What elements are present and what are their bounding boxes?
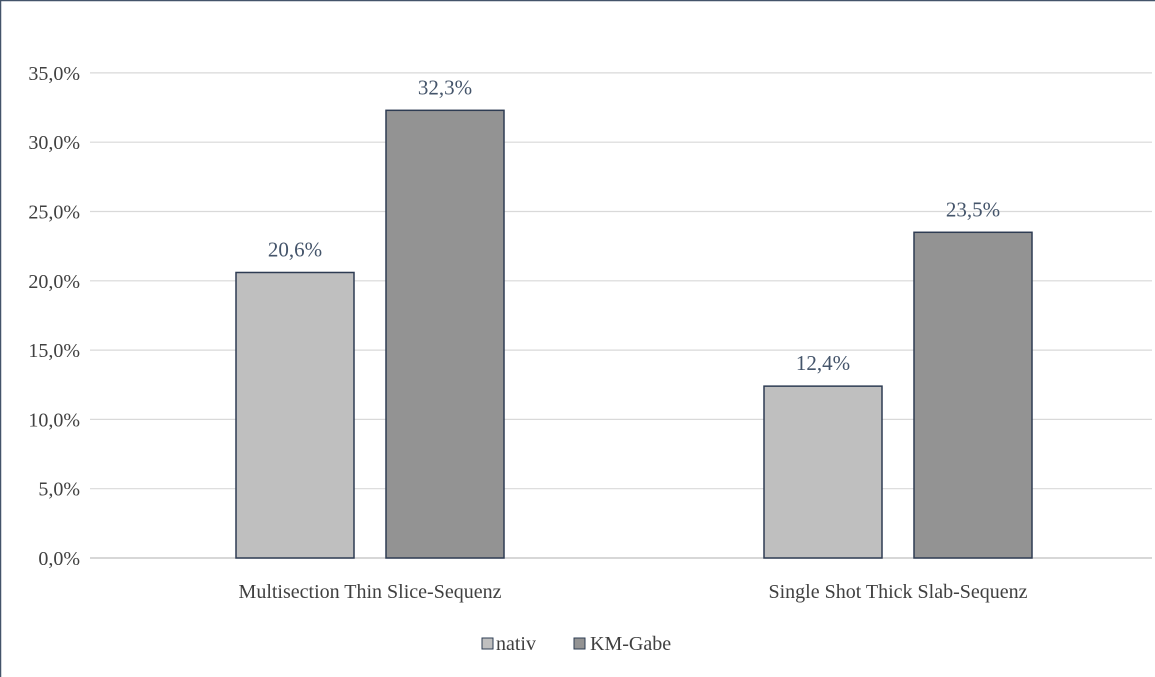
- bar-km-gabe-0: [385, 109, 505, 559]
- data-label: 20,6%: [268, 237, 322, 261]
- bar-km-gabe-1: [913, 231, 1033, 559]
- y-tick-label: 35,0%: [28, 63, 80, 85]
- category-label: Single Shot Thick Slab-Sequenz: [768, 581, 1027, 603]
- legend-swatch: [481, 637, 494, 650]
- y-tick-label: 25,0%: [28, 202, 80, 224]
- bars: [235, 109, 1033, 559]
- y-tick-label: 10,0%: [28, 409, 80, 431]
- y-tick-label: 15,0%: [28, 340, 80, 362]
- data-label: 12,4%: [796, 351, 850, 375]
- y-tick-label: 20,0%: [28, 271, 80, 293]
- category-label: Multisection Thin Slice-Sequenz: [239, 581, 502, 603]
- bar-nativ-1: [763, 385, 883, 559]
- data-label: 23,5%: [946, 197, 1000, 221]
- data-labels: 20,6% 32,3% 12,4% 23,5%: [268, 75, 1000, 375]
- y-tick-label: 5,0%: [38, 479, 80, 501]
- bar-nativ-0: [235, 271, 355, 559]
- x-axis-category-labels: Multisection Thin Slice-Sequenz Single Sh…: [239, 581, 1028, 603]
- legend-swatch: [573, 637, 586, 650]
- legend-label: KM-Gabe: [590, 633, 671, 655]
- data-label: 32,3%: [418, 75, 472, 99]
- y-tick-label: 30,0%: [28, 132, 80, 154]
- legend-label: nativ: [496, 633, 536, 655]
- legend: nativ KM-Gabe: [481, 633, 671, 655]
- y-tick-label: 0,0%: [38, 548, 80, 570]
- y-axis-tick-labels: 0,0% 5,0% 10,0% 15,0% 20,0% 25,0% 30,0% 35,0%: [28, 63, 80, 570]
